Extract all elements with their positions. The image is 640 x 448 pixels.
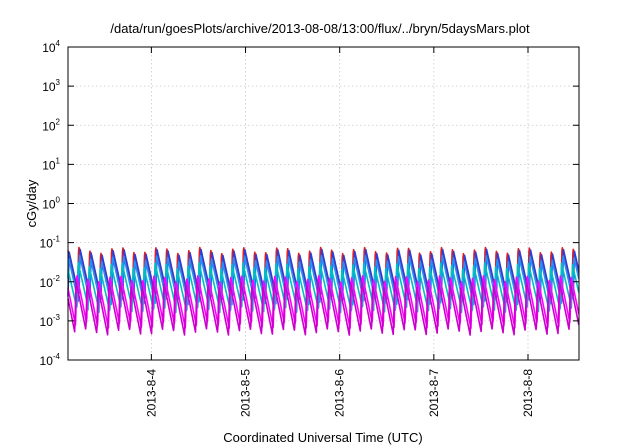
- y-tick-label: 10-2: [40, 274, 61, 290]
- y-axis-label: cGy/day: [24, 179, 39, 227]
- y-tick-label: 10-1: [40, 235, 61, 251]
- y-tick-label: 101: [42, 156, 60, 172]
- x-tick-label: 2013-8-8: [521, 369, 535, 417]
- y-tick-label: 10-4: [40, 352, 61, 368]
- series-group: [67, 246, 580, 336]
- chart-title: /data/run/goesPlots/archive/2013-08-08/1…: [110, 21, 530, 36]
- plot-frame: [67, 46, 580, 361]
- y-tick-label: 10-3: [40, 313, 61, 329]
- series-line: [67, 281, 580, 336]
- x-tick-label: 2013-8-4: [144, 369, 158, 417]
- y-tick-label: 100: [42, 196, 60, 212]
- ticks: 104 103 102 101 100 10-1 10-2 10-3 10-4 2013-8-4 2…: [40, 39, 579, 417]
- y-tick-label: 103: [42, 78, 60, 94]
- y-tick-label: 102: [42, 117, 60, 133]
- x-tick-label: 2013-8-5: [239, 369, 253, 417]
- x-axis-label: Coordinated Universal Time (UTC): [223, 430, 422, 445]
- x-tick-label: 2013-8-6: [333, 369, 347, 417]
- x-tick-label: 2013-8-7: [427, 369, 441, 417]
- y-tick-label: 104: [42, 39, 60, 55]
